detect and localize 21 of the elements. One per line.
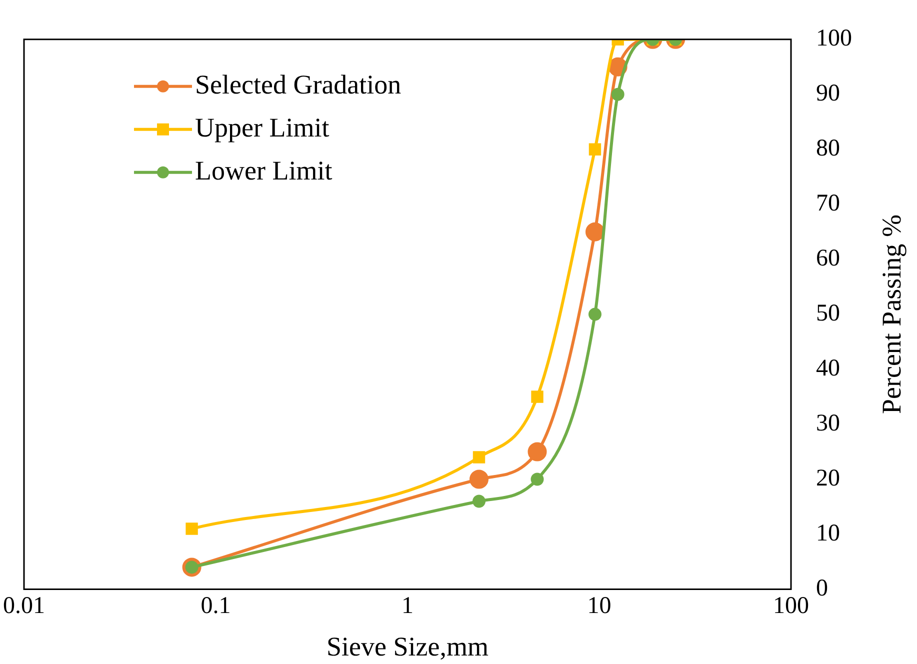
y-tick-label: 30 [816,410,840,437]
y-tick-label: 100 [816,26,852,52]
x-axis-title: Sieve Size,mm [326,632,488,662]
y-tick-label: 20 [816,466,840,492]
y-tick-label: 70 [816,190,840,217]
y-axis-title: Percent Passing % [876,214,907,414]
x-tick-label: 1 [402,592,414,619]
y-tick-label: 80 [816,136,840,162]
legend-label: Selected Gradation [195,69,402,100]
x-tick-label: 100 [773,592,809,619]
y-tick-label: 50 [816,300,840,327]
y-tick-label: 90 [816,80,840,107]
legend-label: Upper Limit [195,112,330,142]
x-tick-label: 0.01 [3,592,45,619]
y-tick-label: 0 [816,575,828,602]
x-tick-label: 10 [587,592,612,619]
y-tick-label: 10 [816,520,840,547]
legend-label: Lower Limit [195,155,333,186]
x-tick-label: 0.1 [200,592,231,619]
y-tick-label: 60 [816,246,840,272]
y-tick-label: 40 [816,356,840,382]
